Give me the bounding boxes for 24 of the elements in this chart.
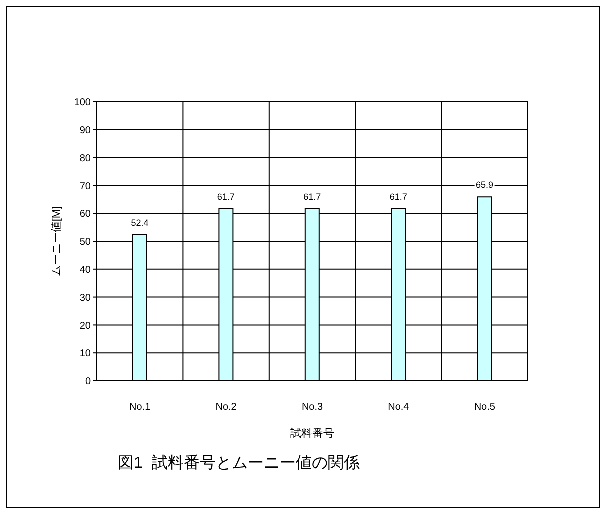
x-axis-title: 試料番号 [290, 427, 334, 440]
data-label: 61.7 [304, 192, 322, 202]
y-tick-label: 90 [80, 125, 92, 136]
y-tick-label: 20 [80, 320, 92, 332]
text: 図1 試料番号とムーニー値の関係 [118, 454, 360, 474]
y-tick-label: 0 [85, 376, 92, 388]
y-tick-label: 30 [80, 292, 92, 304]
x-tick-label: No.4 [388, 402, 410, 414]
y-tick-label: 10 [80, 348, 92, 360]
data-label: 65.9 [476, 180, 494, 190]
data-label: 61.7 [390, 192, 408, 202]
y-axis-title: ムーニー値[M] [50, 206, 63, 277]
y-tick-label: 100 [74, 98, 92, 109]
x-tick-label: No.2 [216, 402, 238, 414]
y-tick-label: 40 [80, 264, 92, 276]
y-tick-label: 80 [80, 153, 92, 164]
y-tick-label: 50 [80, 237, 92, 248]
y-tick-label: 60 [80, 209, 92, 220]
data-label: 61.7 [217, 192, 235, 202]
x-tick-label: No.1 [130, 402, 152, 414]
y-tick-label: 70 [80, 181, 92, 192]
x-tick-label: No.3 [302, 402, 324, 414]
x-tick-label: No.5 [474, 402, 496, 414]
data-label: 52.4 [131, 218, 149, 228]
